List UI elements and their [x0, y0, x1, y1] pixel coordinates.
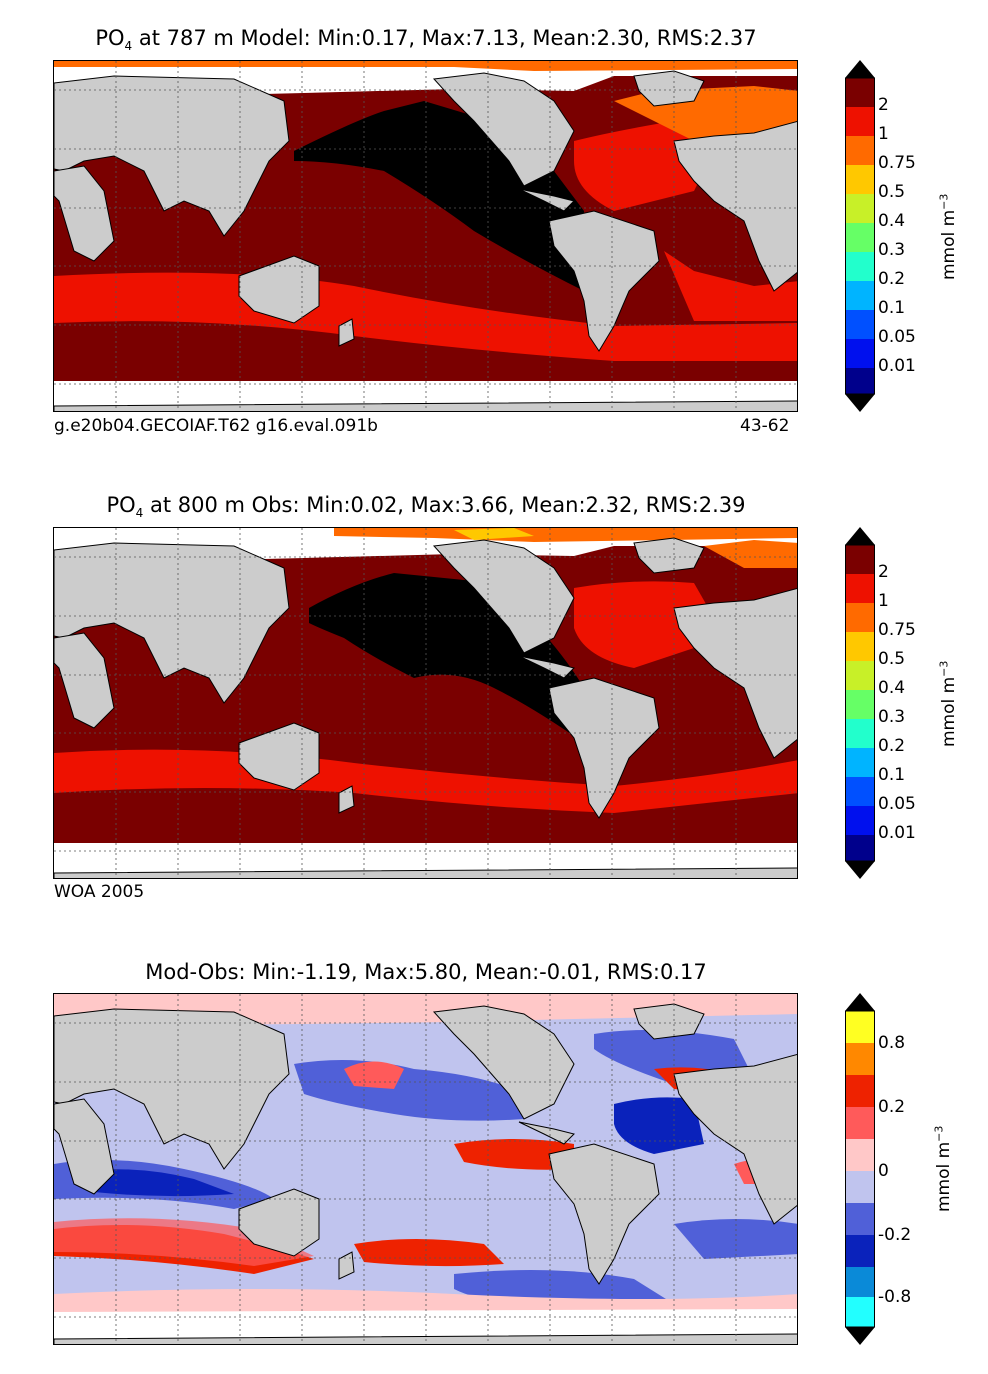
panel2-colorbar-tick: 0.5: [878, 649, 906, 669]
panel3-colorbar-tick: 0: [878, 1161, 889, 1181]
panel1-footer-right: 43-62: [740, 416, 790, 436]
panel1-colorbar-unit: mmol m−3: [937, 193, 960, 281]
panel2-title: PO4 at 800 m Obs: Min:0.02, Max:3.66, Me…: [106, 493, 746, 521]
panel1-title: PO4 at 787 m Model: Min:0.17, Max:7.13, …: [95, 26, 757, 54]
panel3-colorbar: [845, 993, 875, 1345]
panel3-title: Mod-Obs: Min:-1.19, Max:5.80, Mean:-0.01…: [145, 960, 707, 984]
panel1-colorbar-tick: 0.05: [878, 327, 916, 347]
panel1-colorbar-tick: 0.3: [878, 240, 906, 260]
panel1-colorbar-tick: 2: [878, 95, 889, 115]
panel3-map: [53, 993, 798, 1345]
panel2-colorbar-tick: 0.1: [878, 765, 906, 785]
panel2-colorbar-tick: 0.05: [878, 794, 916, 814]
panel1-footer-left: g.e20b04.GECOIAF.T62 g16.eval.091b: [54, 416, 378, 436]
panel1-colorbar-tick: 0.01: [878, 356, 916, 376]
panel2-colorbar-unit: mmol m−3: [937, 660, 960, 748]
panel1-colorbar-tick: 0.4: [878, 211, 906, 231]
panel1-colorbar-tick: 1: [878, 124, 889, 144]
panel1-colorbar-tick: 0.1: [878, 298, 906, 318]
panel2-colorbar-tick: 0.01: [878, 823, 916, 843]
panel1-colorbar-tick: 0.75: [878, 153, 916, 173]
panel3-colorbar-tick: -0.8: [878, 1287, 912, 1307]
panel2-colorbar-tick: 0.4: [878, 678, 906, 698]
panel2-footer-left: WOA 2005: [54, 882, 145, 902]
panel2-colorbar-tick: 0.3: [878, 707, 906, 727]
panel2-map: [53, 527, 798, 879]
panel3-colorbar-unit: mmol m−3: [932, 1125, 955, 1213]
panel1-colorbar-tick: 0.2: [878, 269, 906, 289]
panel3-colorbar-tick: 0.8: [878, 1033, 906, 1053]
panel2-colorbar-tick: 0.75: [878, 620, 916, 640]
panel2-colorbar-tick: 0.2: [878, 736, 906, 756]
panel2-colorbar-tick: 1: [878, 591, 889, 611]
panel2-colorbar: [845, 527, 875, 879]
panel2-colorbar-tick: 2: [878, 562, 889, 582]
panel1-map: [53, 60, 798, 412]
panel1-colorbar: [845, 60, 875, 412]
panel3-colorbar-tick: 0.2: [878, 1097, 906, 1117]
panel3-colorbar-tick: -0.2: [878, 1225, 912, 1245]
panel1-colorbar-tick: 0.5: [878, 182, 906, 202]
